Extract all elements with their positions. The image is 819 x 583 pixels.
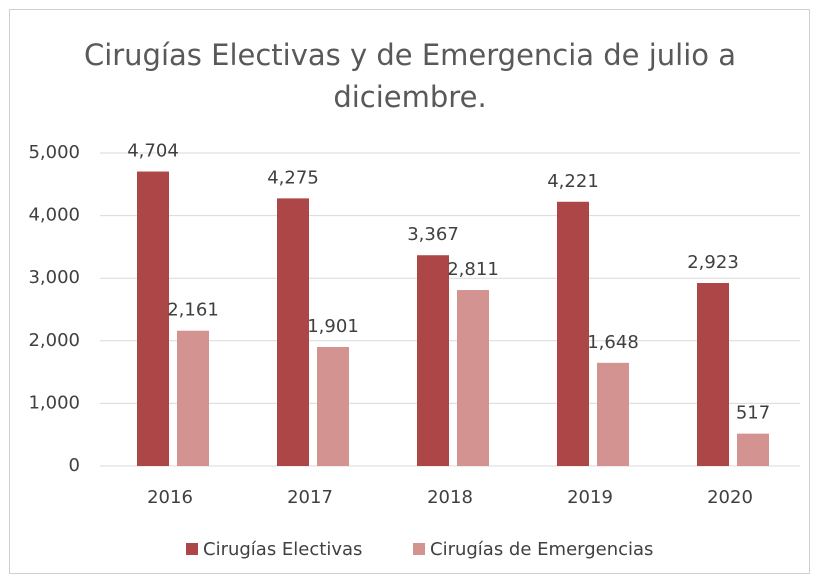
x-tick-label: 2019 xyxy=(567,487,613,508)
y-tick-label: 3,000 xyxy=(28,267,80,288)
legend-swatch xyxy=(413,543,425,555)
legend-label: Cirugías Electivas xyxy=(203,539,362,560)
chart-title: Cirugías Electivas y de Emergencia de ju… xyxy=(83,38,737,114)
y-tick-label: 0 xyxy=(69,455,80,476)
legend-swatch xyxy=(186,543,198,555)
bar xyxy=(137,171,169,466)
x-tick-label: 2020 xyxy=(707,487,753,508)
x-tick-label: 2018 xyxy=(427,487,473,508)
data-label: 1,648 xyxy=(587,332,639,353)
y-tick-label: 1,000 xyxy=(28,392,80,413)
data-label: 2,161 xyxy=(167,300,219,321)
data-label: 4,275 xyxy=(267,167,319,188)
bar xyxy=(697,283,729,466)
data-label: 2,923 xyxy=(687,252,739,273)
x-tick-label: 2017 xyxy=(287,487,333,508)
bar xyxy=(417,255,449,466)
legend-label: Cirugías de Emergencias xyxy=(430,539,653,560)
y-tick-label: 5,000 xyxy=(28,142,80,163)
data-label: 4,221 xyxy=(547,171,599,192)
bar xyxy=(557,201,589,467)
bar xyxy=(457,290,489,466)
y-tick-label: 4,000 xyxy=(28,205,80,226)
y-tick-label: 2,000 xyxy=(28,330,80,351)
data-label: 517 xyxy=(736,403,770,424)
bar xyxy=(277,198,309,466)
data-label: 3,367 xyxy=(407,224,459,245)
x-tick-label: 2016 xyxy=(147,487,193,508)
data-label: 1,901 xyxy=(307,316,359,337)
bar xyxy=(737,433,769,466)
bar xyxy=(177,330,209,466)
data-label: 4,704 xyxy=(127,141,179,162)
data-label: 2,811 xyxy=(447,259,499,280)
bar xyxy=(597,362,629,466)
bar xyxy=(317,346,349,466)
